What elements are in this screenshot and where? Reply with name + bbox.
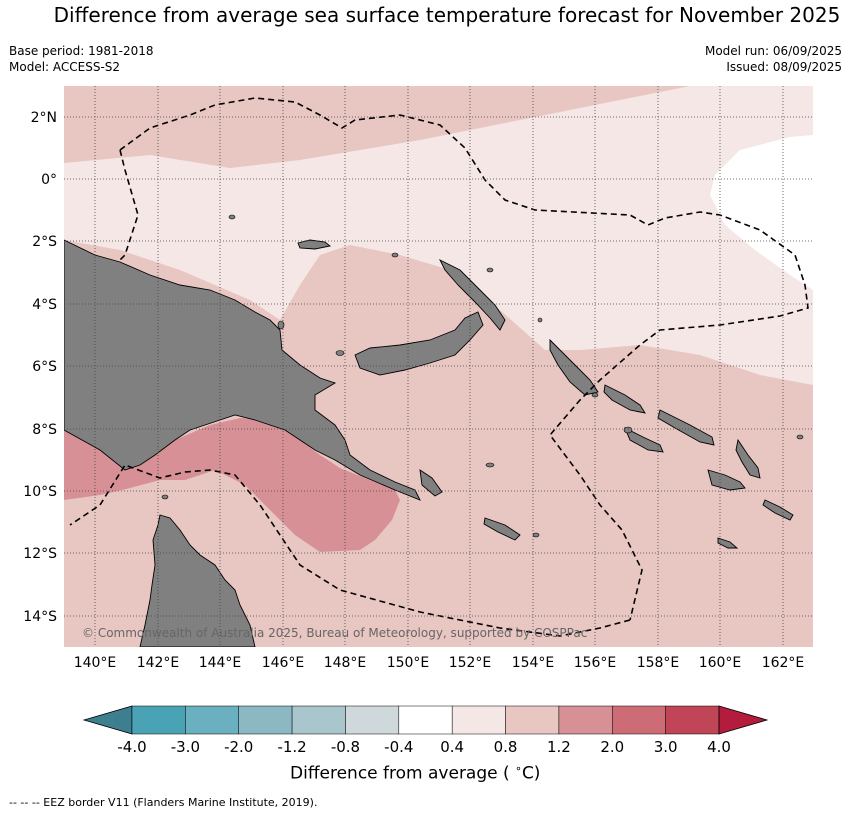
lon-labels: 140°E 142°E 144°E 146°E 148°E 150°E 152°… [74, 655, 805, 671]
lon-label: 152°E [449, 655, 492, 671]
colorbar-swatch [398, 705, 453, 735]
lat-label: 8°S [32, 422, 57, 438]
solomon-4 [735, 438, 761, 479]
colorbar-swatch [131, 705, 186, 735]
colorbar [82, 705, 769, 735]
cape-york [139, 514, 256, 647]
meta-left: Base period: 1981-2018 Model: ACCESS-S2 [9, 43, 154, 75]
island [486, 267, 494, 273]
colorbar-swatch [665, 705, 720, 735]
colorbar-swatch [238, 705, 293, 735]
solomon-2 [657, 409, 715, 446]
colorbar-tick-label: 0.8 [494, 738, 518, 756]
solomon-1 [603, 384, 646, 414]
lat-label: 2°S [32, 234, 57, 250]
lat-label: 10°S [23, 484, 57, 500]
solomon-3 [624, 427, 664, 453]
lon-label: 160°E [699, 655, 742, 671]
colorbar-tick-label: -3.0 [171, 738, 200, 756]
island [623, 426, 633, 434]
new-britain [354, 311, 484, 376]
lon-label: 156°E [574, 655, 617, 671]
colorbar-swatch [185, 705, 239, 735]
island [532, 532, 540, 538]
lon-label: 150°E [387, 655, 430, 671]
copyright-text: © Commonwealth of Australia 2025, Bureau… [82, 626, 587, 640]
lon-label: 142°E [137, 655, 180, 671]
colorbar-title: Difference from average ( ∘C) [290, 762, 541, 784]
island [796, 434, 804, 440]
colorbar-tick-label: 4.0 [707, 738, 731, 756]
island [391, 252, 399, 258]
base-period: Base period: 1981-2018 [9, 44, 154, 58]
lat-label: 12°S [23, 546, 57, 562]
lat-label: 14°S [23, 609, 57, 625]
colorbar-tick-label: -0.8 [331, 738, 360, 756]
colorbar-tick-label: 1.2 [547, 738, 571, 756]
lat-label: 0° [41, 172, 57, 188]
colorbar-tick-label: 3.0 [654, 738, 678, 756]
island [335, 350, 345, 356]
colorbar-tick-label: -2.0 [224, 738, 253, 756]
manus [297, 239, 332, 250]
lon-label: 162°E [762, 655, 805, 671]
louisiade-2 [483, 517, 521, 541]
issued-date: Issued: 08/09/2025 [726, 60, 842, 74]
small-islands [161, 214, 804, 538]
colorbar-swatch [451, 705, 506, 735]
colorbar-arrow-low [82, 705, 133, 735]
island [228, 214, 236, 220]
rennell [717, 537, 739, 549]
colorbar-tick-label: -4.0 [117, 738, 146, 756]
island [537, 317, 543, 323]
colorbar-swatch [505, 705, 560, 735]
colorbar-ticks: -4.0 -3.0 -2.0 -1.2 -0.8 -0.4 0.4 0.8 1.2 2.0 3.0 4… [117, 738, 731, 756]
lon-label: 148°E [324, 655, 367, 671]
solomon-6 [762, 499, 794, 521]
model-name: Model: ACCESS-S2 [9, 60, 121, 74]
lat-label: 6°S [32, 359, 57, 375]
colorbar-arrow-high [718, 705, 769, 735]
bougainville [549, 338, 599, 396]
island [161, 494, 169, 500]
new-ireland [438, 258, 506, 331]
solomon-5 [707, 469, 746, 491]
lat-labels: 2°N 0° 2°S 4°S 6°S 8°S 10°S 12°S 14°S [23, 110, 57, 625]
anomaly-neutral [710, 135, 813, 290]
lat-label: 4°S [32, 297, 57, 313]
eez-border [69, 97, 809, 637]
island [277, 320, 285, 330]
lon-label: 146°E [262, 655, 305, 671]
lon-label: 144°E [199, 655, 242, 671]
colorbar-swatch [612, 705, 666, 735]
colorbar-swatch [345, 705, 400, 735]
model-run: Model run: 06/09/2025 [704, 44, 842, 58]
lon-label: 154°E [512, 655, 555, 671]
page-title: Difference from average sea surface temp… [53, 3, 841, 27]
colorbar-tick-label: -1.2 [277, 738, 306, 756]
colorbar-tick-label: 2.0 [600, 738, 624, 756]
new-guinea [64, 239, 421, 501]
louisiade-1 [419, 469, 443, 497]
colorbar-tick-label: 0.4 [440, 738, 464, 756]
graticule [64, 86, 813, 647]
lat-label: 2°N [31, 110, 57, 126]
land [64, 239, 794, 647]
colorbar-swatch [558, 705, 613, 735]
anomaly-band-light [64, 86, 813, 385]
colorbar-tick-label: -0.4 [384, 738, 413, 756]
lon-label: 140°E [74, 655, 117, 671]
meta-right: Model run: 06/09/2025 Issued: 08/09/2025 [705, 43, 842, 75]
island [485, 462, 495, 468]
lon-label: 158°E [637, 655, 680, 671]
colorbar-swatch [291, 705, 346, 735]
eez-legend: -- -- -- EEZ border V11 (Flanders Marine… [9, 796, 318, 809]
eez-line [69, 97, 809, 637]
map-area: © Commonwealth of Australia 2025, Bureau… [64, 86, 813, 647]
